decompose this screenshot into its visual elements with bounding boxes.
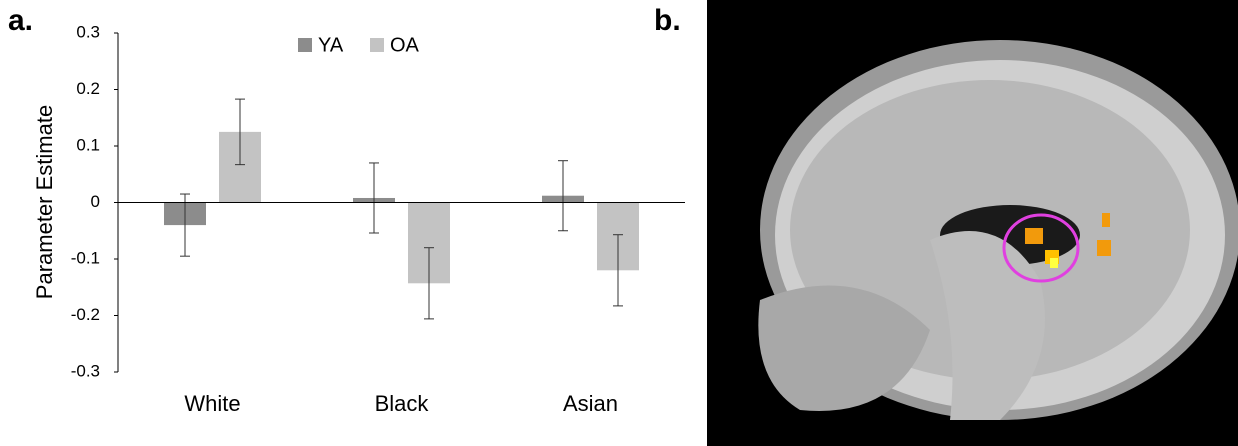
legend-label: OA bbox=[390, 34, 420, 56]
y-axis-label: Parameter Estimate bbox=[32, 105, 57, 299]
x-tick-label: Black bbox=[375, 391, 430, 416]
y-tick-label: -0.2 bbox=[71, 305, 100, 324]
x-tick-label: Asian bbox=[563, 391, 618, 416]
y-tick-label: 0.2 bbox=[76, 79, 100, 98]
panel-label: a. bbox=[8, 4, 33, 37]
y-tick-label: -0.1 bbox=[71, 248, 100, 267]
figure: a. b. Parameter Estimate 0.3 0.2 0.1 0 -0.1 -… bbox=[0, 0, 1238, 446]
y-tick-label: 0.1 bbox=[76, 135, 100, 154]
x-tick-label: White bbox=[184, 391, 240, 416]
y-tick-label: 0 bbox=[91, 192, 100, 211]
legend-swatch bbox=[298, 38, 312, 52]
legend-label: YA bbox=[318, 34, 344, 56]
panel-label: b. bbox=[654, 4, 681, 37]
y-tick-label: 0.3 bbox=[76, 22, 100, 41]
y-tick-label: -0.3 bbox=[71, 361, 100, 380]
legend-swatch bbox=[370, 38, 384, 52]
brain-image bbox=[707, 0, 1238, 446]
